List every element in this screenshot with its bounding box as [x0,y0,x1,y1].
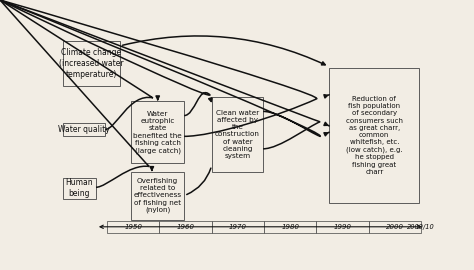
Text: Overfishing
related to
effectiveness
of fishing net
(nylon): Overfishing related to effectiveness of … [134,178,182,213]
Text: 1960: 1960 [176,224,194,230]
FancyBboxPatch shape [107,221,159,233]
Text: Water quality: Water quality [58,125,110,134]
FancyBboxPatch shape [63,178,96,199]
FancyBboxPatch shape [131,101,184,163]
FancyBboxPatch shape [63,123,105,136]
Text: 2009/10: 2009/10 [407,224,435,230]
FancyBboxPatch shape [63,41,120,86]
FancyBboxPatch shape [212,221,264,233]
Text: 1950: 1950 [124,224,142,230]
Text: Reduction of
fish population
of secondary
consumers such
as great charr,
common
: Reduction of fish population of secondar… [346,96,403,175]
Text: Water
eutrophic
state
benefited the
fishing catch
(large catch): Water eutrophic state benefited the fish… [133,111,182,154]
Text: Climate change
(increased water
temperature): Climate change (increased water temperat… [59,48,124,79]
Text: 1980: 1980 [281,224,299,230]
Text: 1970: 1970 [229,224,247,230]
FancyBboxPatch shape [159,221,212,233]
Text: Human
being: Human being [65,178,93,198]
Text: Clean water
affected by
the
construction
of water
cleaning
system: Clean water affected by the construction… [215,110,260,159]
FancyBboxPatch shape [131,172,184,220]
Text: 2000: 2000 [386,224,404,230]
FancyBboxPatch shape [369,221,421,233]
FancyBboxPatch shape [264,221,316,233]
FancyBboxPatch shape [329,68,419,203]
FancyBboxPatch shape [316,221,369,233]
Text: 1990: 1990 [334,224,352,230]
FancyBboxPatch shape [212,97,263,172]
